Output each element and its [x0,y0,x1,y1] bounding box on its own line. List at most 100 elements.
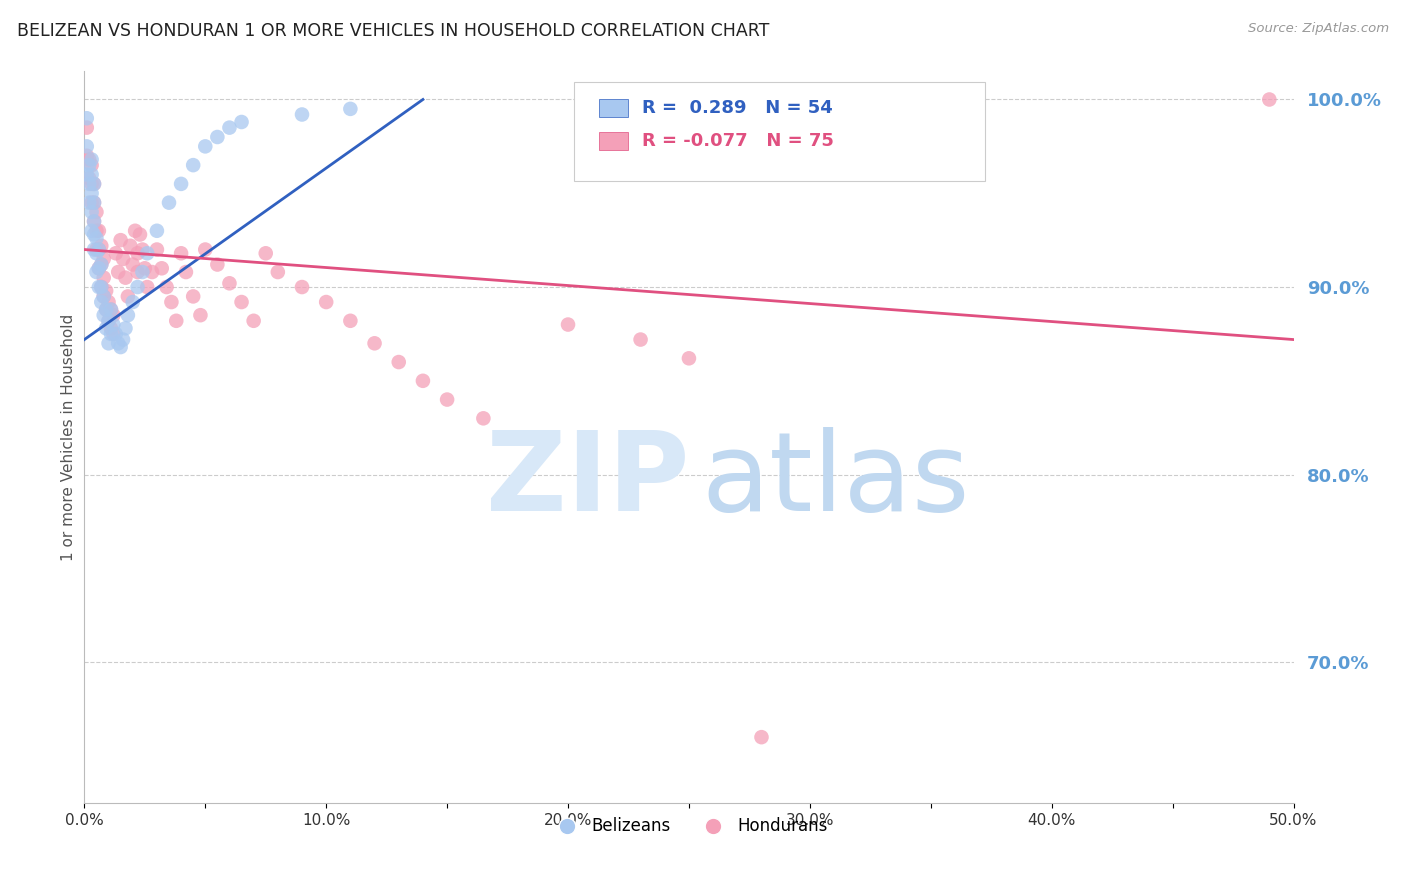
Point [83,177,105,191]
Point [412,374,434,388]
Point [76,120,98,135]
Point [80,205,103,219]
Point [90,258,112,272]
Text: Source: ZipAtlas.com: Source: ZipAtlas.com [1249,22,1389,36]
Point [291,107,314,121]
Point [80,168,103,182]
Point [127,280,149,294]
Point [174,265,197,279]
Point [121,258,143,272]
Point [131,243,153,257]
Point [170,177,193,191]
Point [77,153,100,167]
Point [207,130,229,145]
Point [157,195,180,210]
FancyBboxPatch shape [599,132,628,150]
Point [83,214,105,228]
Text: ZIP: ZIP [485,427,689,534]
Point [242,314,264,328]
Point [104,326,127,341]
Point [170,246,193,260]
Point [315,295,337,310]
Point [86,231,108,245]
Point [194,243,217,257]
Point [107,336,129,351]
Point [267,265,290,279]
Point [472,411,495,425]
Point [254,246,277,260]
Point [77,171,100,186]
Point [557,318,579,332]
Point [136,246,159,260]
Point [76,168,98,182]
Point [150,261,173,276]
Legend: Belizeans, Hondurans: Belizeans, Hondurans [543,811,835,842]
Point [100,302,122,317]
Point [751,730,773,744]
Point [131,265,153,279]
Point [80,153,103,167]
Point [83,177,105,191]
Point [94,302,117,317]
Point [97,314,120,328]
Point [100,302,122,317]
Point [93,252,115,266]
Point [83,195,105,210]
Point [83,243,105,257]
Point [87,280,110,294]
Text: atlas: atlas [702,427,970,534]
Point [117,308,139,322]
Y-axis label: 1 or more Vehicles in Household: 1 or more Vehicles in Household [60,313,76,561]
Point [218,120,240,135]
Point [134,261,156,276]
Point [77,195,100,210]
Point [94,321,117,335]
Point [93,289,115,303]
Text: BELIZEAN VS HONDURAN 1 OR MORE VEHICLES IN HOUSEHOLD CORRELATION CHART: BELIZEAN VS HONDURAN 1 OR MORE VEHICLES … [17,22,769,40]
Point [86,246,108,260]
Point [218,277,240,291]
Point [87,261,110,276]
Point [121,295,143,310]
Point [94,284,117,298]
Point [339,102,361,116]
Point [93,289,115,303]
Point [110,340,132,354]
Point [114,321,136,335]
Point [86,224,108,238]
Point [630,333,652,347]
Text: R =  0.289   N = 54: R = 0.289 N = 54 [641,99,832,117]
Point [90,295,112,310]
Point [100,326,122,341]
Point [112,333,135,347]
Point [76,139,98,153]
Point [83,195,105,210]
Point [77,158,100,172]
Point [97,295,120,310]
Point [103,318,125,332]
Point [80,158,103,172]
Point [86,265,108,279]
Text: R = -0.077   N = 75: R = -0.077 N = 75 [641,132,834,150]
Point [436,392,458,407]
Point [87,224,110,238]
Point [127,246,149,260]
Point [87,243,110,257]
Point [112,252,135,266]
Point [339,314,361,328]
Point [136,280,159,294]
Point [155,280,177,294]
Point [86,205,108,219]
Point [87,261,110,276]
Point [165,314,187,328]
Point [76,149,98,163]
Point [160,295,183,310]
Point [97,314,120,328]
Point [90,258,112,272]
Point [291,280,314,294]
Point [97,336,120,351]
Point [181,158,204,172]
Point [83,227,105,242]
Point [87,243,110,257]
Point [117,289,139,303]
